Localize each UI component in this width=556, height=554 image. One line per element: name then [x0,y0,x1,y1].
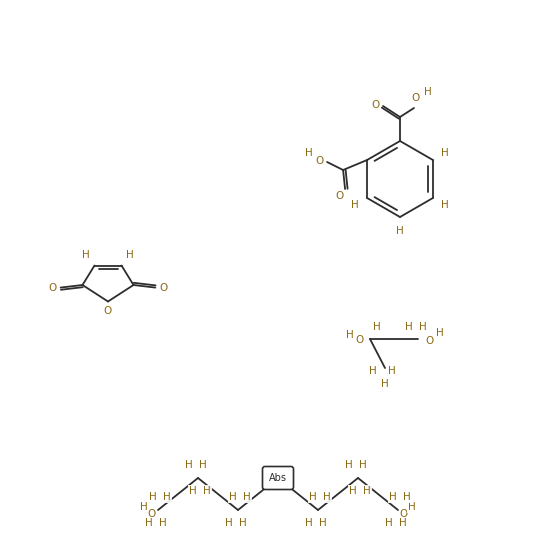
Text: H: H [199,460,207,470]
Text: H: H [229,492,237,502]
Text: H: H [359,460,367,470]
Text: H: H [349,486,357,496]
Text: H: H [424,87,432,97]
Text: H: H [189,486,197,496]
Text: H: H [126,250,133,260]
Text: H: H [408,502,416,512]
Text: H: H [305,148,313,158]
Text: H: H [389,492,397,502]
Text: O: O [335,191,343,201]
Text: H: H [388,366,396,376]
Text: H: H [441,148,449,158]
Text: H: H [239,518,247,528]
Text: O: O [372,100,380,110]
Text: H: H [140,502,148,512]
Text: H: H [385,518,393,528]
Text: H: H [305,518,313,528]
Text: H: H [369,366,377,376]
Text: H: H [436,328,444,338]
Text: H: H [185,460,193,470]
Text: H: H [323,492,331,502]
Text: H: H [351,200,359,210]
Text: O: O [159,283,167,293]
Text: H: H [405,322,413,332]
Text: O: O [148,509,156,519]
Text: Abs: Abs [269,473,287,483]
Text: H: H [381,379,389,389]
Text: O: O [315,156,323,166]
Text: H: H [309,492,317,502]
Text: H: H [149,492,157,502]
Text: H: H [203,486,211,496]
Text: H: H [82,250,90,260]
Text: H: H [419,322,427,332]
Text: H: H [396,226,404,236]
Text: H: H [403,492,411,502]
Text: H: H [319,518,327,528]
Text: H: H [159,518,167,528]
Text: H: H [243,492,251,502]
Text: O: O [426,336,434,346]
Text: O: O [104,305,112,315]
Text: H: H [145,518,153,528]
Text: O: O [412,93,420,103]
Text: H: H [225,518,233,528]
Text: H: H [363,486,371,496]
Text: H: H [441,200,449,210]
Text: H: H [373,322,381,332]
Text: H: H [345,460,353,470]
FancyBboxPatch shape [262,466,294,490]
Text: O: O [355,335,363,345]
Text: H: H [346,330,354,340]
Text: H: H [163,492,171,502]
Text: O: O [48,283,57,293]
Text: O: O [400,509,408,519]
Text: H: H [399,518,407,528]
